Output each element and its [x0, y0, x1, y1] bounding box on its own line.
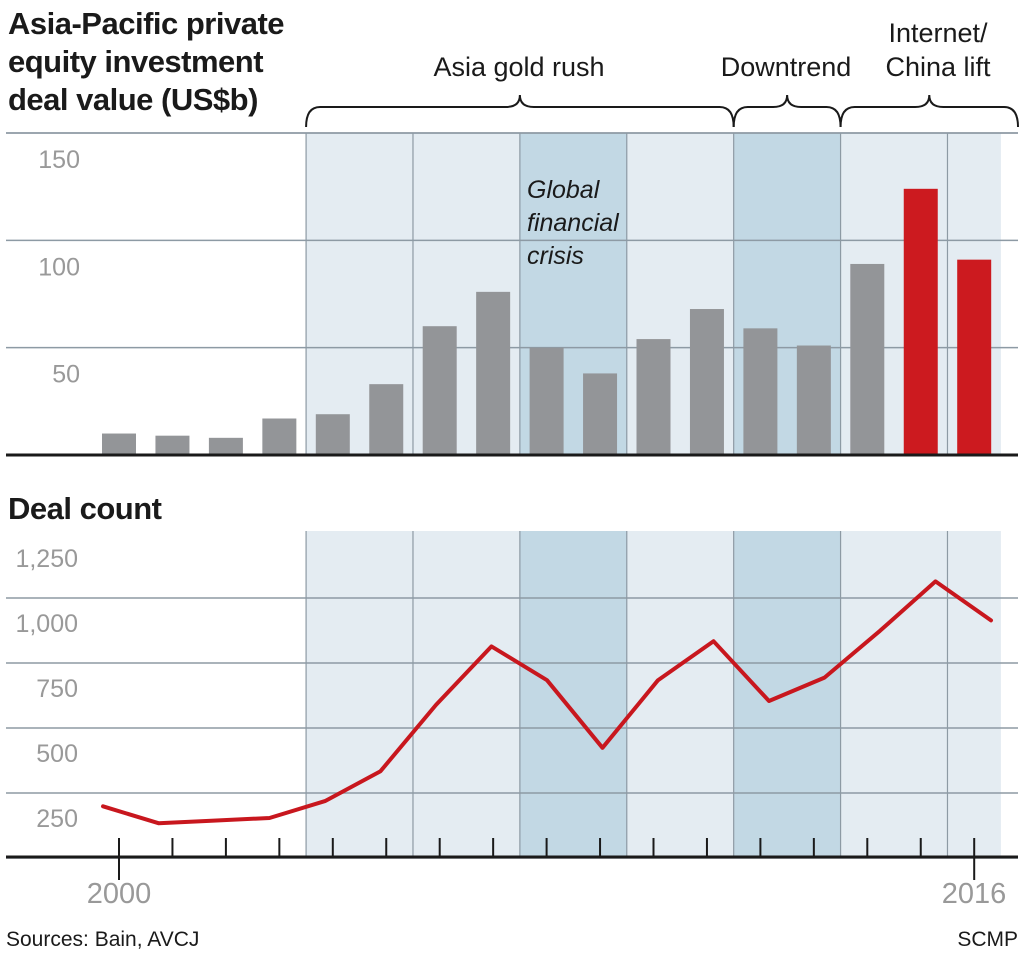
bar-2002 — [208, 437, 243, 455]
bar-title-line-3: deal value (US$b) — [8, 82, 258, 117]
bar-ytick-label: 150 — [38, 146, 80, 174]
bar-title-line-1: Asia-Pacific private — [8, 6, 284, 41]
bar-2016 — [957, 259, 992, 455]
x-label-2000: 2000 — [87, 878, 152, 910]
annotation-line-1: Global — [527, 176, 601, 204]
credit-text: SCMP — [957, 928, 1018, 951]
x-axis-year-ticks — [118, 838, 976, 880]
bar-2005 — [369, 384, 404, 455]
bar-series — [102, 188, 992, 455]
bar-2008 — [529, 347, 564, 455]
period-braces — [305, 94, 1019, 128]
line-y-axis-ticks: 250 500 750 1,000 1,250 — [15, 545, 78, 833]
bar-ytick-label: 100 — [38, 253, 80, 281]
sources-text: Sources: Bain, AVCJ — [6, 928, 199, 951]
bar-2011 — [689, 309, 724, 455]
deal-count-line — [101, 579, 993, 826]
bar-2007 — [476, 291, 511, 455]
line-title: Deal count — [8, 491, 162, 526]
bar-2009 — [583, 373, 618, 455]
line-ytick-label: 1,250 — [15, 545, 78, 573]
bar-2004 — [315, 414, 350, 455]
bar-2006 — [422, 326, 457, 455]
line-ytick-label: 1,000 — [15, 610, 78, 638]
period-label-downtrend: Downtrend — [721, 52, 852, 82]
period-label-gold-rush: Asia gold rush — [433, 52, 604, 82]
bar-2003 — [262, 418, 297, 455]
bar-2000 — [102, 433, 136, 455]
period-label-internet-line-2: China lift — [885, 52, 991, 82]
line-ytick-label: 250 — [36, 805, 78, 833]
brace-internet — [839, 94, 1019, 128]
bar-y-axis-ticks: 50 100 150 — [38, 146, 80, 389]
bar-2015 — [903, 188, 938, 455]
shade-band-1-3 — [840, 531, 1001, 857]
bar-2010 — [636, 339, 671, 455]
bar-2014 — [850, 263, 885, 455]
shade-band-1-1 — [519, 531, 627, 857]
line-ytick-label: 750 — [36, 675, 78, 703]
bar-2013 — [796, 345, 831, 455]
bar-title-line-2: equity investment — [8, 44, 263, 79]
x-label-2016: 2016 — [942, 878, 1007, 910]
annotation-line-3: crisis — [527, 242, 584, 270]
period-shading — [305, 133, 1001, 857]
bar-2001 — [155, 435, 190, 455]
brace-downtrend — [732, 94, 842, 128]
line-ytick-label: 500 — [36, 740, 78, 768]
bar-2012 — [743, 328, 778, 455]
brace-gold-rush — [305, 94, 735, 128]
bar-ytick-label: 50 — [52, 361, 80, 389]
annotation-line-2: financial — [527, 209, 620, 237]
period-label-internet-line-1: Internet/ — [888, 18, 988, 48]
